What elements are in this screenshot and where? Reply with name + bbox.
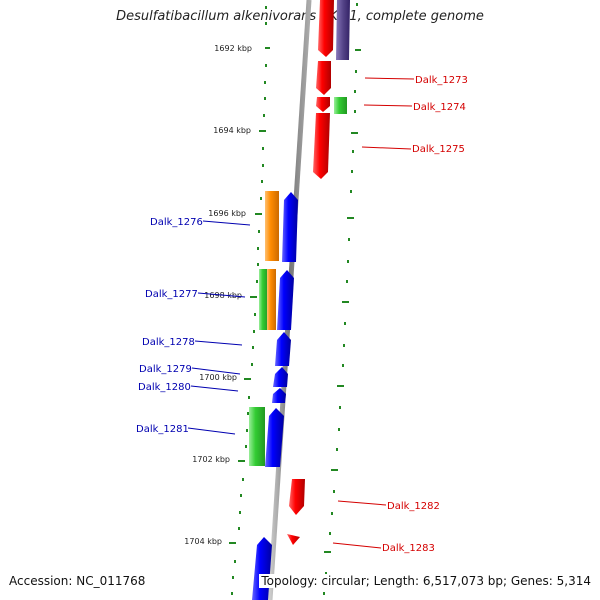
gene-arrow-dalk-1277[interactable] [277,270,294,330]
map-title: Desulfatibacillum alkenivorans AK-01, co… [116,9,484,24]
gene-label-dalk-1279[interactable]: Dalk_1279 [139,364,192,375]
gene-label-dalk-1275[interactable]: Dalk_1275 [412,144,465,155]
gene-arrow-top-red[interactable] [318,0,334,57]
tick-ring-inner [229,6,270,595]
gene-arrow-dalk-1279[interactable] [273,367,288,387]
gene-label-dalk-1274[interactable]: Dalk_1274 [413,102,466,113]
gene-block-orange-2[interactable] [267,269,276,330]
gene-block-dalk-1274[interactable] [334,97,347,114]
accession-text: Accession: NC_011768 [9,574,146,588]
tick-ring-outer [323,3,361,595]
gene-arrow-dalk-1275[interactable] [313,113,330,179]
topology-text: Topology: circular; Length: 6,517,073 bp… [259,574,591,588]
gene-arrow-dalk-1281[interactable] [265,408,284,467]
tick-label: 1692 kbp [214,44,252,53]
gene-arrow-dalk-1273[interactable] [316,61,331,95]
gene-arrow-dalk-1282[interactable] [289,479,305,515]
gene-label-dalk-1281[interactable]: Dalk_1281 [136,424,189,435]
gene-label-dalk-1273[interactable]: Dalk_1273 [415,75,468,86]
gene-block-green-2[interactable] [249,407,265,466]
gene-arrow-dalk-1283[interactable] [287,534,300,545]
gene-label-dalk-1278[interactable]: Dalk_1278 [142,337,195,348]
gene-label-dalk-1277[interactable]: Dalk_1277 [145,289,198,300]
gene-arrow-dalk-1276[interactable] [282,192,298,262]
leader-lines-forward [332,77,415,549]
gene-arrow-dalk-1280[interactable] [272,388,286,403]
gene-label-dalk-1280[interactable]: Dalk_1280 [138,382,191,393]
gene-arrow-dalk-1278[interactable] [275,332,291,366]
gene-block-orange-1[interactable] [265,191,279,261]
gene-label-dalk-1282[interactable]: Dalk_1282 [387,501,440,512]
tick-label: 1700 kbp [199,373,237,382]
gene-arrow-dalk-1274a[interactable] [316,97,330,112]
leader-lines-reverse [187,220,251,435]
gene-label-dalk-1283[interactable]: Dalk_1283 [382,543,435,554]
gene-arrow-top-purple[interactable] [336,0,350,60]
gene-block-green-1[interactable] [259,269,268,330]
tick-label: 1704 kbp [184,537,222,546]
tick-label: 1694 kbp [213,126,251,135]
gene-label-dalk-1276[interactable]: Dalk_1276 [150,217,203,228]
tick-label: 1702 kbp [192,455,230,464]
tick-label: 1696 kbp [208,209,246,218]
